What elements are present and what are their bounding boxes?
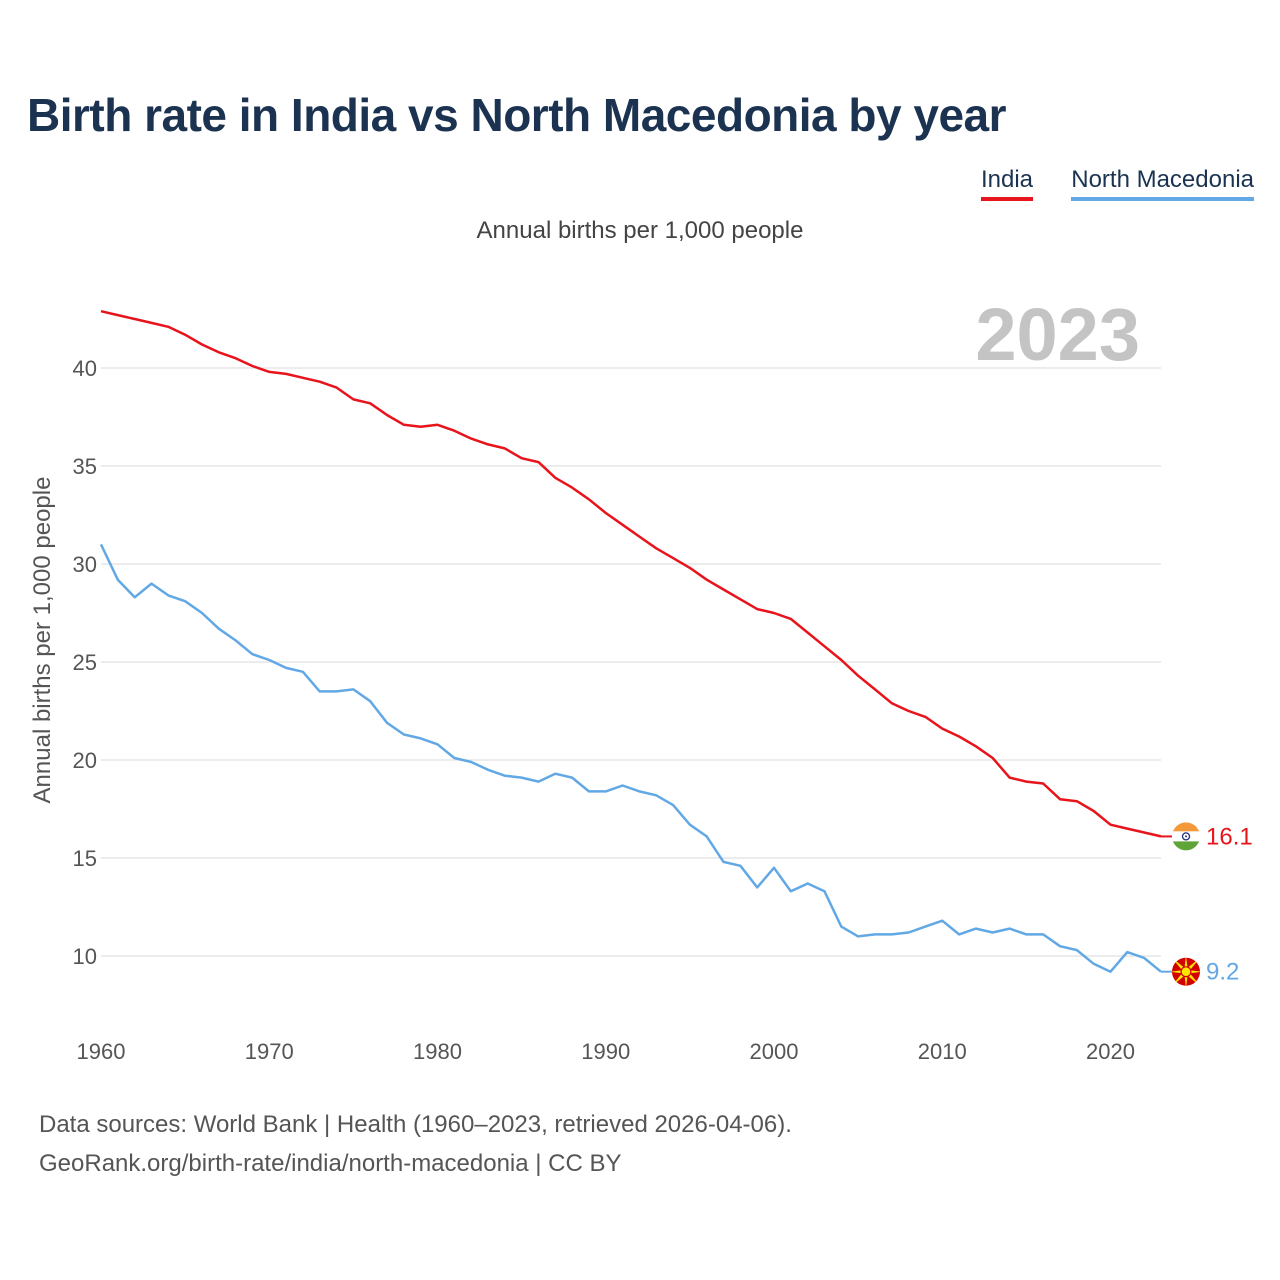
series-line-north-macedonia: [99, 543, 1162, 973]
x-tick-label: 1970: [245, 1039, 294, 1064]
data-sources: Data sources: World Bank | Health (1960–…: [39, 1105, 792, 1183]
y-axis-label: Annual births per 1,000 people: [29, 477, 56, 804]
india-value-label: 16.1: [1206, 823, 1253, 850]
x-tick-label: 1980: [413, 1039, 462, 1064]
y-tick-label: 35: [73, 454, 97, 479]
legend-item-north-macedonia[interactable]: North Macedonia: [1071, 166, 1254, 201]
north-macedonia-value-label: 9.2: [1206, 959, 1239, 986]
y-axis-ticks: 10 15 20 25 30 35 40: [73, 356, 97, 969]
legend-item-india[interactable]: India: [980, 166, 1033, 201]
series-lines: [99, 309, 1162, 973]
chart-subtitle: Annual births per 1,000 people: [476, 217, 804, 244]
source-url[interactable]: GeoRank.org/birth-rate/india/north-maced…: [39, 1150, 622, 1177]
y-tick-label: 25: [73, 650, 97, 675]
x-tick-label: 2020: [1086, 1039, 1135, 1064]
x-axis-ticks: 1960 1970 1980 1990 2000 2010 2020: [77, 1039, 1135, 1064]
y-tick-label: 40: [73, 356, 97, 381]
india-flag-icon: [1172, 822, 1200, 851]
x-tick-label: 1960: [77, 1039, 126, 1064]
y-tick-label: 10: [73, 944, 97, 969]
end-markers: 16.1 9.2: [1161, 822, 1253, 986]
gridlines: [101, 367, 1161, 957]
y-tick-label: 15: [73, 846, 97, 871]
series-line-india: [100, 309, 1162, 838]
north-macedonia-flag-icon: [1172, 957, 1200, 986]
y-tick-label: 20: [73, 748, 97, 773]
x-tick-label: 1990: [581, 1039, 630, 1064]
chart-title: Birth rate in India vs North Macedonia b…: [27, 89, 1007, 141]
source-line: Data sources: World Bank | Health (1960–…: [39, 1111, 792, 1138]
x-tick-label: 2010: [918, 1039, 967, 1064]
x-tick-label: 2000: [750, 1039, 799, 1064]
y-tick-label: 30: [73, 552, 97, 577]
year-badge: 2023: [975, 293, 1140, 376]
